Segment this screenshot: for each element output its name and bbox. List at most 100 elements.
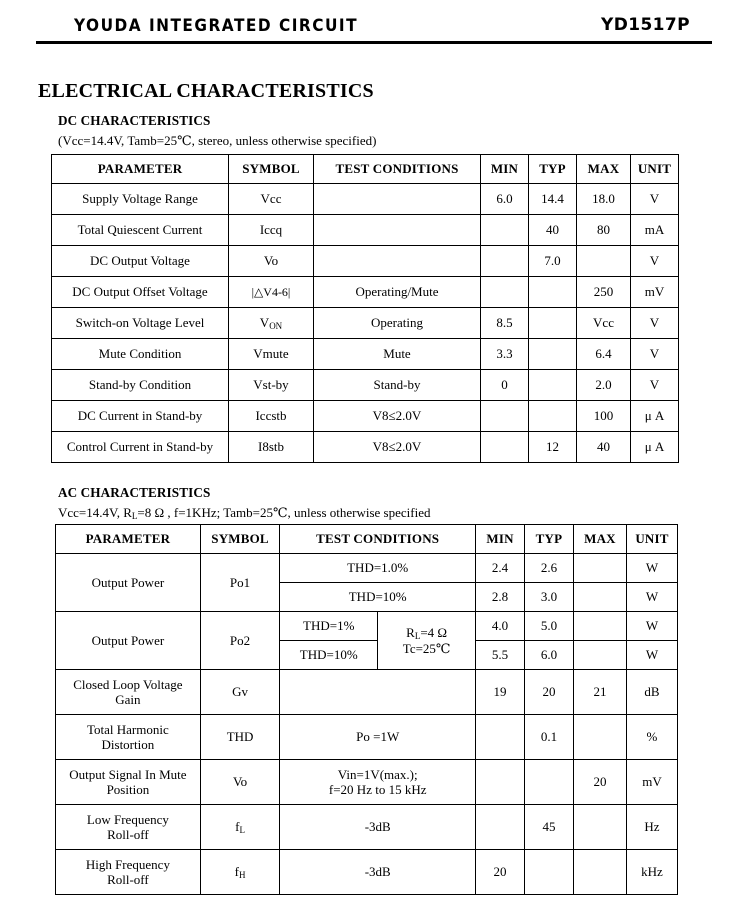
symbol-subscript: H [238,870,246,881]
cell-typ [528,276,577,308]
col-unit: UNIT [625,524,679,554]
cell-typ: 0.1 [524,714,574,760]
cell-typ: 45 [524,804,574,850]
cell-min [480,214,529,246]
cell-min: 0 [480,369,529,401]
cell-max [572,804,627,850]
table-row: DC Current in Stand-by Iccstb V8≤2.0V 10… [51,400,679,432]
condition-line-2: f=20 Hz to 15 kHz [328,782,427,797]
cell-min [480,431,529,463]
cell-max [572,714,627,760]
cell-symbol: Gv [199,669,281,715]
table-row: THD=10% 5.5 6.0 W [56,640,679,670]
cell-min: 20 [475,849,525,895]
cell-min [475,804,525,850]
cell-parameter: Total Harmonic Distortion [55,714,201,760]
cell-symbol: THD [199,714,281,760]
table-row: Total Quiescent Current Iccq 40 80 mA [51,214,679,246]
cell-conditions: Po =1W [279,714,477,760]
cell-min: 3.3 [480,338,529,370]
cell-parameter: DC Output Offset Voltage [51,276,229,308]
cell-max: 6.4 [576,338,631,370]
cell-max [572,611,627,641]
cell-min [475,714,525,760]
table-row: Low Frequency Roll-off fL -3dB 45 Hz [55,804,679,850]
cell-typ [528,400,577,432]
cell-max: 2.0 [576,369,631,401]
cell-parameter: Output Signal In Mute Position [55,759,201,805]
cell-conditions: V8≤2.0V [313,431,481,463]
col-unit: UNIT [630,154,679,184]
load-resistance-value: =4 Ω [420,625,448,641]
col-parameter: PARAMETER [55,524,201,554]
cell-min: 19 [475,669,525,715]
cell-max [572,582,627,612]
cell-parameter: Closed Loop Voltage Gain [55,669,201,715]
symbol-subscript: ON [269,321,283,332]
ac-note-prefix: Vcc=14.4V, R [58,505,132,520]
ac-characteristics-note: Vcc=14.4V, RL=8 Ω , f=1KHz; Tamb=25℃, un… [58,505,430,521]
cell-min: 4.0 [475,611,525,641]
table-row: Closed Loop Voltage Gain Gv 19 20 21 dB [55,669,679,715]
cell-symbol: Vo [228,245,314,277]
col-typ: TYP [524,524,574,554]
col-parameter: PARAMETER [51,154,229,184]
cell-symbol: Po2 [199,611,281,670]
cell-conditions [313,183,481,215]
cell-parameter: High Frequency Roll-off [55,849,201,895]
col-min: MIN [480,154,529,184]
cell-conditions [279,669,477,715]
cell-typ [524,759,574,805]
cell-unit: kHz [625,849,679,895]
cell-parameter: Output Power [55,553,201,612]
cell-conditions: -3dB [279,849,477,895]
cell-symbol: I8stb [228,431,314,463]
cell-conditions: Operating/Mute [313,276,481,308]
cell-typ [528,369,577,401]
parameter-line-2: Position [106,782,150,797]
table-row: Supply Voltage Range Vcc 6.0 14.4 18.0 V [51,183,679,215]
table-row: Control Current in Stand-by I8stb V8≤2.0… [51,431,679,463]
cell-typ: 7.0 [528,245,577,277]
cell-conditions: V8≤2.0V [313,400,481,432]
cell-parameter: DC Current in Stand-by [51,400,229,432]
cell-typ: 5.0 [524,611,574,641]
cell-parameter: Low Frequency Roll-off [55,804,201,850]
load-resistance-label: R [406,625,415,641]
col-max: MAX [576,154,631,184]
cell-max [576,245,631,277]
col-test-conditions: TEST CONDITIONS [313,154,481,184]
cell-typ: 14.4 [528,183,577,215]
parameter-line-1: Low Frequency [86,811,169,827]
condition-line-1: Vin=1V(max.); [337,766,418,782]
cell-unit: mV [630,276,679,308]
cell-parameter: Total Quiescent Current [51,214,229,246]
cell-min [480,276,529,308]
cell-symbol: |△V4-6| [228,276,314,308]
cell-unit: W [625,553,679,583]
cell-symbol: Po1 [199,553,281,612]
cell-conditions: Mute [313,338,481,370]
parameter-line-2: Roll-off [107,872,149,887]
cell-min: 2.4 [475,553,525,583]
cell-unit: W [625,582,679,612]
cell-parameter: Stand-by Condition [51,369,229,401]
case-temperature-value: Tc=25℃ [402,640,451,656]
cell-symbol: Iccstb [228,400,314,432]
cell-conditions: THD=1.0% [279,553,477,583]
cell-unit: V [630,307,679,339]
cell-conditions: Stand-by [313,369,481,401]
cell-min: 6.0 [480,183,529,215]
cell-conditions: Vin=1V(max.); f=20 Hz to 15 kHz [279,759,477,805]
table-row: Output Power Po2 THD=1% RL=4 Ω Tc=25℃ 4.… [55,611,679,670]
cell-max [572,640,627,670]
col-test-conditions: TEST CONDITIONS [279,524,477,554]
cell-unit: % [625,714,679,760]
table-row: Total Harmonic Distortion THD Po =1W 0.1… [55,714,679,760]
cell-max: 18.0 [576,183,631,215]
cell-unit: V [630,369,679,401]
cell-unit: μ A [630,431,679,463]
symbol-base: f [234,864,239,880]
cell-typ: 3.0 [524,582,574,612]
cell-unit: W [625,640,679,670]
